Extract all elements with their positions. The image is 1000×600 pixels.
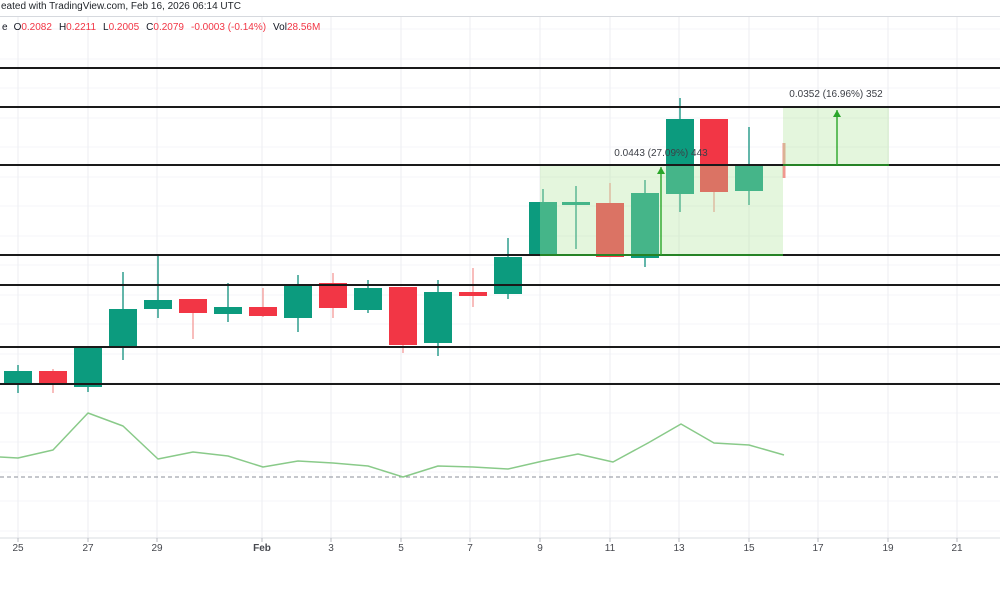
candle-body-down — [459, 292, 487, 296]
time-axis-label[interactable]: 7 — [467, 543, 473, 554]
candle-body-current — [782, 143, 786, 178]
time-axis-label[interactable]: 21 — [951, 543, 963, 554]
measure-arrowhead-icon — [657, 167, 665, 174]
candle-body-down — [596, 203, 624, 257]
price-range-box[interactable] — [783, 108, 889, 165]
time-axis-label[interactable]: 13 — [673, 543, 685, 554]
candle-body-up — [424, 292, 452, 343]
time-axis-label[interactable]: 27 — [82, 543, 94, 554]
time-axis-label[interactable]: 15 — [743, 543, 755, 554]
candle-body-up — [144, 300, 172, 309]
candle-body-down — [700, 119, 728, 192]
time-axis-label[interactable]: 19 — [882, 543, 894, 554]
legend-item: L0.2005 — [103, 22, 140, 33]
legend-item: C0.2079 — [146, 22, 184, 33]
candle-body-up — [529, 202, 557, 255]
candle-body-up — [562, 202, 590, 205]
watermark-attribution: eated with TradingView.com, Feb 16, 2026… — [1, 1, 241, 12]
candle-body-up — [284, 284, 312, 318]
candle-body-up — [4, 371, 32, 385]
candle-body-up — [666, 119, 694, 194]
ohlc-legend: e O0.2082 H0.2211 L0.2005 C0.2079 -0.0003 (-0… — [2, 22, 327, 33]
candle-body-up — [214, 307, 242, 314]
time-axis-label[interactable]: 11 — [605, 543, 616, 554]
candle-body-up — [735, 166, 763, 191]
candle-body-down — [319, 283, 347, 308]
symbol-fragment: e — [2, 22, 8, 33]
time-axis-label[interactable]: 25 — [12, 543, 24, 554]
measure-label[interactable]: 0.0352 (16.96%) 352 — [789, 89, 883, 100]
measure-arrowhead-icon — [833, 110, 841, 117]
candle-body-up — [354, 288, 382, 310]
time-axis-label[interactable]: 29 — [151, 543, 163, 554]
legend-item: O0.2082 — [13, 22, 52, 33]
candle-body-down — [249, 307, 277, 316]
candle-body-down — [179, 299, 207, 313]
time-axis-label[interactable]: Feb — [253, 543, 271, 554]
indicator-line — [0, 412, 785, 478]
candle-body-up — [109, 309, 137, 348]
time-axis-label[interactable]: 9 — [537, 543, 543, 554]
candle-body-down — [39, 371, 67, 384]
legend-item: -0.0003 (-0.14%) — [191, 22, 267, 33]
time-axis-label[interactable]: 5 — [398, 543, 404, 554]
time-axis-label[interactable]: 3 — [328, 543, 334, 554]
candle-body-up — [494, 257, 522, 294]
candle-body-down — [389, 287, 417, 345]
legend-item: H0.2211 — [58, 22, 97, 33]
candle-body-up — [631, 193, 659, 258]
header-divider — [0, 16, 1000, 17]
measure-label[interactable]: 0.0443 (27.09%) 443 — [614, 148, 708, 159]
candle-body-up — [74, 348, 102, 387]
legend-item: Vol28.56M — [273, 22, 321, 33]
time-axis-label[interactable]: 17 — [812, 543, 824, 554]
